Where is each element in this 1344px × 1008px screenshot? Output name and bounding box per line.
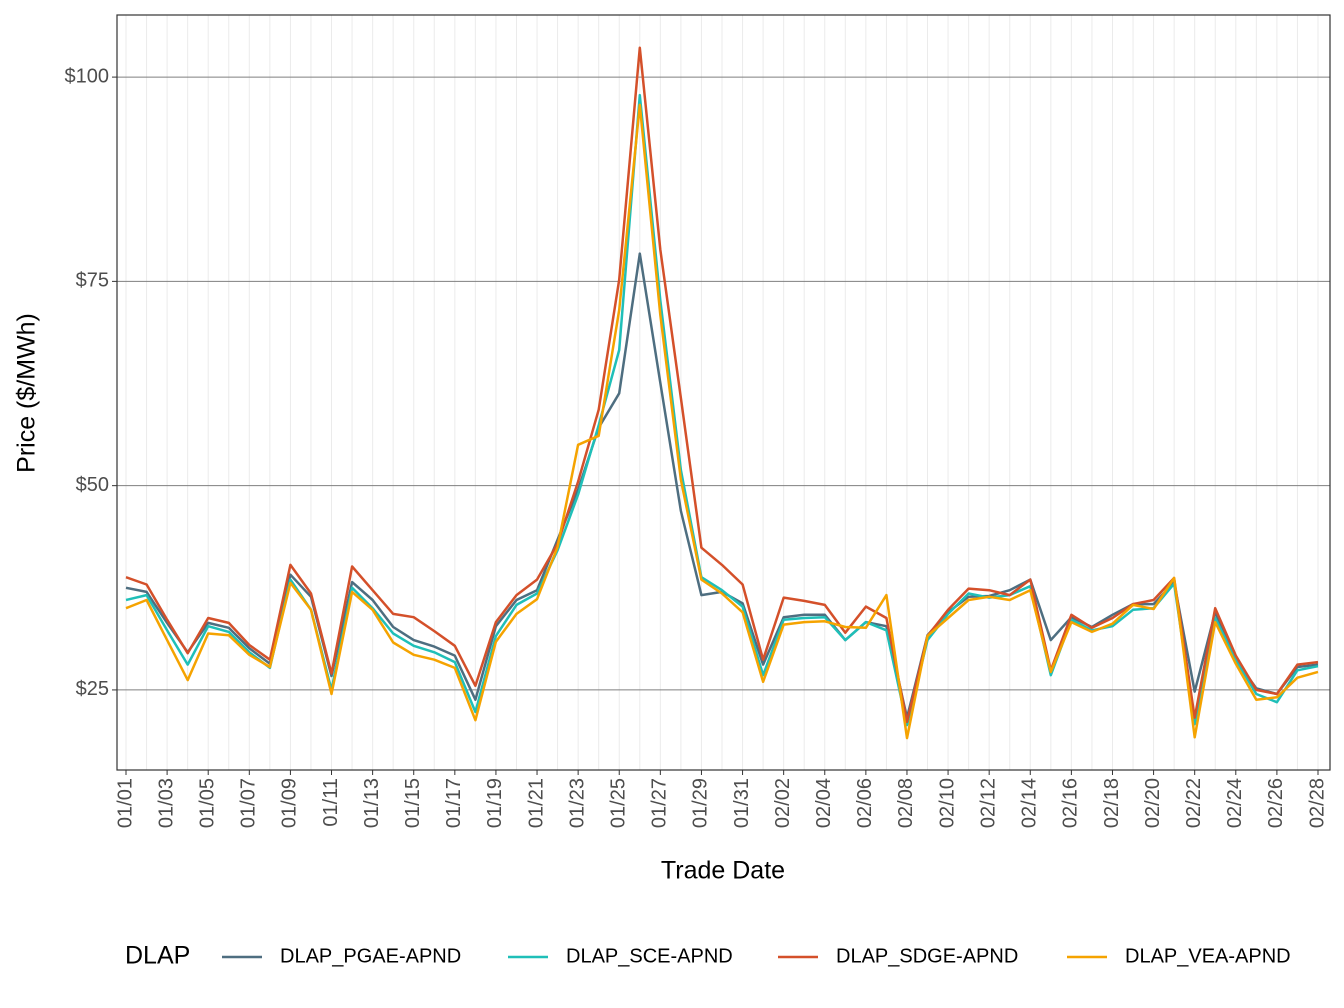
x-tick-label: 02/02	[772, 778, 794, 828]
y-tick-label: $75	[76, 270, 109, 292]
series-line	[125, 103, 1319, 740]
x-tick-label: 02/28	[1306, 778, 1328, 828]
legend-title: DLAP	[125, 942, 190, 970]
legend-label: DLAP_SCE-APND	[566, 945, 733, 967]
x-tick-label: 01/07	[238, 778, 260, 828]
x-tick-label: 02/08	[895, 778, 917, 828]
x-tick-label: 01/29	[690, 778, 712, 828]
x-tick-label: 01/19	[484, 778, 506, 828]
x-tick-label: 01/27	[649, 778, 671, 828]
x-tick-label: 01/03	[155, 778, 177, 828]
x-tick-label: 01/17	[443, 778, 465, 828]
x-tick-label: 01/09	[279, 778, 301, 828]
legend-label: DLAP_VEA-APND	[1125, 945, 1291, 967]
x-tick-label: 01/05	[196, 778, 218, 828]
plot-border	[116, 14, 1331, 771]
y-tick-label: $100	[65, 65, 110, 87]
x-tick-label: 01/15	[402, 778, 424, 828]
x-tick-label: 02/04	[813, 778, 835, 828]
x-tick-label: 01/11	[320, 778, 342, 827]
x-tick-label: 02/12	[977, 778, 999, 828]
x-tick-label: 02/24	[1224, 778, 1246, 828]
x-tick-label: 02/20	[1142, 778, 1164, 828]
x-tick-label: 01/01	[114, 778, 136, 828]
x-axis-title: Trade Date	[661, 857, 785, 885]
x-tick-label: 02/10	[936, 778, 958, 828]
y-tick-label: $25	[76, 678, 109, 700]
x-tick-label: 02/16	[1060, 778, 1082, 828]
x-tick-label: 02/06	[854, 778, 876, 828]
x-tick-label: 01/21	[525, 778, 547, 828]
x-tick-label: 01/31	[731, 778, 753, 828]
x-tick-label: 02/22	[1183, 778, 1205, 828]
x-tick-label: 01/25	[608, 778, 630, 828]
x-tick-label: 01/13	[361, 778, 383, 828]
series-line	[125, 46, 1319, 724]
legend-label: DLAP_SDGE-APND	[836, 945, 1018, 967]
y-tick-label: $50	[76, 474, 109, 496]
x-tick-label: 02/18	[1101, 778, 1123, 828]
x-tick-label: 01/23	[566, 778, 588, 828]
y-axis-title: Price ($/MWh)	[13, 313, 41, 473]
legend-label: DLAP_PGAE-APND	[280, 945, 461, 967]
x-tick-label: 02/14	[1019, 778, 1041, 828]
x-tick-label: 02/26	[1265, 778, 1287, 828]
